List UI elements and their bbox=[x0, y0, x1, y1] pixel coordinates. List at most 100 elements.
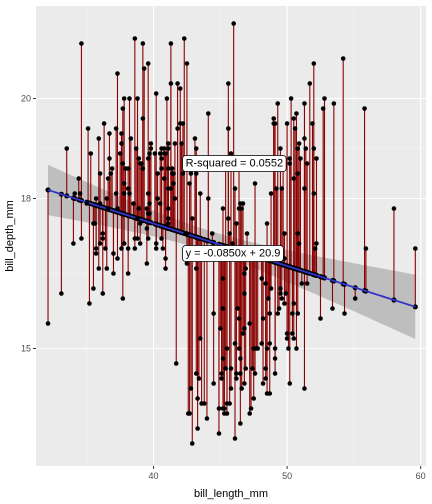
data-point bbox=[238, 356, 243, 361]
data-point bbox=[272, 121, 278, 126]
data-point bbox=[125, 166, 131, 171]
data-point bbox=[165, 216, 171, 221]
data-point bbox=[247, 321, 252, 326]
data-point bbox=[153, 91, 159, 96]
data-point bbox=[132, 36, 138, 41]
data-point bbox=[263, 376, 269, 381]
data-point bbox=[216, 406, 222, 411]
data-point bbox=[87, 301, 92, 306]
data-point bbox=[189, 216, 195, 221]
data-point bbox=[268, 286, 274, 291]
data-point bbox=[242, 326, 247, 331]
data-point bbox=[168, 81, 174, 86]
data-point bbox=[302, 101, 307, 106]
data-point bbox=[234, 371, 239, 376]
data-point bbox=[279, 296, 285, 301]
data-point bbox=[252, 371, 258, 376]
data-point bbox=[201, 401, 207, 406]
data-point bbox=[161, 176, 167, 181]
data-point bbox=[93, 251, 99, 256]
data-point bbox=[302, 186, 307, 191]
data-point bbox=[330, 306, 335, 311]
data-point bbox=[96, 136, 102, 141]
data-point bbox=[139, 161, 144, 166]
data-point bbox=[268, 191, 274, 196]
data-point bbox=[272, 346, 278, 351]
data-point bbox=[205, 111, 211, 116]
data-point bbox=[220, 206, 226, 211]
data-point bbox=[192, 136, 198, 141]
data-point bbox=[267, 391, 273, 396]
data-point bbox=[413, 246, 418, 251]
annotation-box bbox=[182, 155, 287, 172]
data-point bbox=[352, 296, 358, 301]
data-point bbox=[128, 136, 134, 141]
data-point bbox=[141, 66, 147, 71]
data-point bbox=[224, 411, 230, 416]
data-point bbox=[163, 266, 168, 271]
data-point bbox=[136, 206, 142, 211]
data-point bbox=[165, 141, 171, 146]
data-point bbox=[193, 371, 199, 376]
data-point bbox=[187, 181, 192, 186]
data-point bbox=[184, 231, 190, 236]
data-point bbox=[97, 241, 103, 246]
observed-points bbox=[45, 21, 418, 446]
data-point bbox=[144, 226, 150, 231]
y-axis-ticks: 15 18 20 bbox=[21, 94, 36, 354]
data-point bbox=[105, 206, 111, 211]
data-point bbox=[125, 271, 131, 276]
data-point bbox=[391, 206, 397, 211]
data-point bbox=[278, 146, 283, 151]
data-point bbox=[140, 41, 146, 46]
data-point bbox=[295, 146, 301, 151]
data-point bbox=[238, 421, 243, 426]
data-point bbox=[239, 386, 244, 391]
data-point bbox=[322, 96, 327, 101]
data-point bbox=[288, 96, 294, 101]
data-point bbox=[172, 141, 178, 146]
data-point bbox=[179, 141, 184, 146]
data-point bbox=[160, 246, 166, 251]
data-point bbox=[304, 161, 310, 166]
data-point bbox=[272, 356, 278, 361]
data-point bbox=[263, 366, 269, 371]
data-point bbox=[242, 381, 247, 386]
annotation-text: R-squared = 0.0552 bbox=[186, 158, 284, 170]
data-point bbox=[205, 196, 211, 201]
data-point bbox=[125, 186, 131, 191]
data-point bbox=[159, 236, 164, 241]
data-point bbox=[284, 121, 290, 126]
data-point bbox=[197, 191, 203, 196]
data-point bbox=[331, 101, 337, 106]
data-point bbox=[175, 126, 180, 131]
data-point bbox=[152, 151, 158, 156]
data-point bbox=[164, 96, 170, 101]
data-point bbox=[45, 321, 51, 326]
data-point bbox=[287, 381, 293, 386]
data-point bbox=[96, 266, 102, 271]
data-point bbox=[159, 166, 164, 171]
x-tick-label: 40 bbox=[149, 471, 159, 481]
data-point bbox=[279, 186, 285, 191]
data-point bbox=[340, 56, 346, 61]
data-point bbox=[144, 206, 150, 211]
data-point bbox=[161, 146, 167, 151]
data-point bbox=[120, 106, 126, 111]
data-point bbox=[211, 381, 216, 386]
data-point bbox=[177, 86, 183, 91]
data-point bbox=[195, 426, 200, 431]
data-point bbox=[284, 331, 290, 336]
data-point bbox=[299, 281, 305, 286]
data-point bbox=[267, 311, 273, 316]
data-point bbox=[312, 246, 318, 251]
data-point bbox=[287, 161, 293, 166]
data-point bbox=[216, 431, 222, 436]
data-point bbox=[310, 121, 315, 126]
data-point bbox=[135, 96, 140, 101]
data-point bbox=[93, 246, 99, 251]
data-point bbox=[231, 21, 236, 26]
data-point bbox=[131, 201, 136, 206]
data-point bbox=[238, 371, 243, 376]
data-point bbox=[85, 126, 91, 131]
